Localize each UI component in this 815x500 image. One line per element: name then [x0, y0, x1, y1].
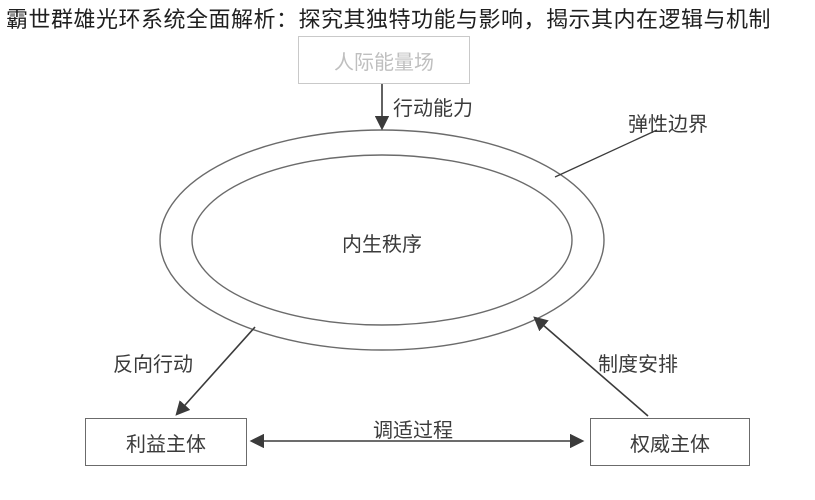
- label-reverse-action: 反向行动: [113, 348, 193, 377]
- node-authority-subject-label: 权威主体: [630, 428, 710, 457]
- node-interest-subject: 利益主体: [85, 418, 247, 466]
- node-inner-order-label: 内生秩序: [342, 234, 422, 256]
- node-energy-field: 人际能量场: [298, 36, 470, 84]
- node-inner-order: 内生秩序: [342, 228, 422, 257]
- node-energy-field-label: 人际能量场: [334, 46, 434, 75]
- node-interest-subject-label: 利益主体: [126, 428, 206, 457]
- edge-elastic-boundary: [555, 130, 657, 177]
- label-elastic-boundary: 弹性边界: [628, 108, 708, 137]
- node-authority-subject: 权威主体: [590, 418, 750, 466]
- diagram-canvas: 人际能量场 内生秩序 利益主体 权威主体 行动能力 弹性边界 反向行动 制度安排…: [0, 0, 815, 500]
- label-institutional: 制度安排: [598, 348, 678, 377]
- label-adjustment: 调适过程: [373, 414, 453, 443]
- label-action-ability: 行动能力: [393, 92, 473, 121]
